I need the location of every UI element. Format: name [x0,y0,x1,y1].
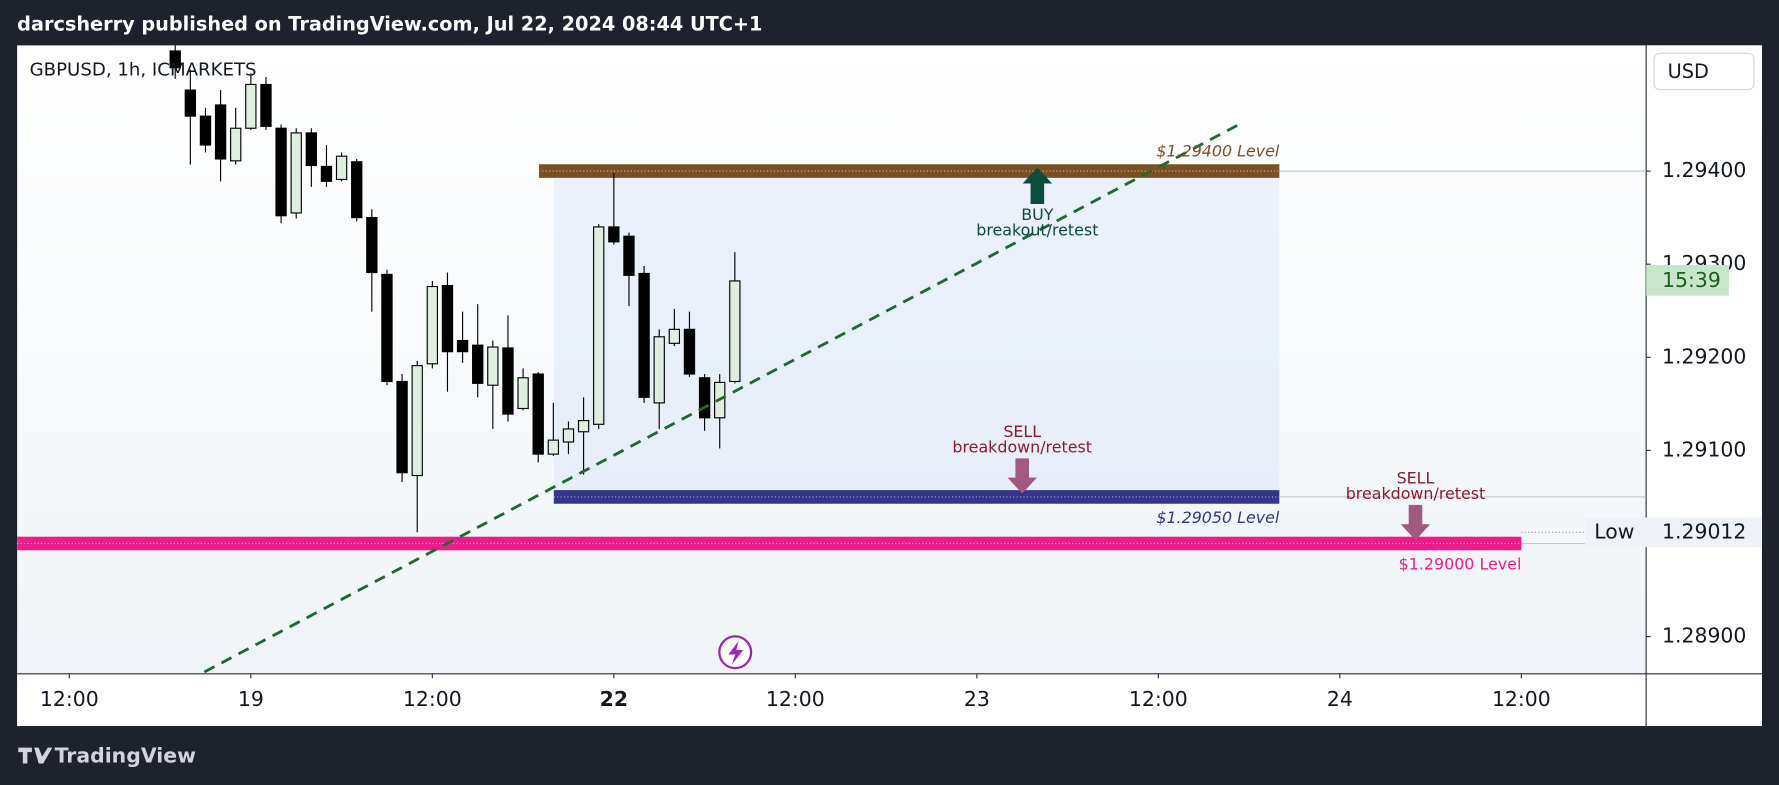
candle-body [623,235,635,276]
candle-body [532,373,544,455]
x-tick-label: 19 [238,687,264,711]
currency-button[interactable] [1653,52,1755,91]
symbol-label: GBPUSD, 1h, ICMARKETS [30,59,257,80]
candle-body [472,344,484,384]
candle-body [245,83,257,129]
range-shade [553,171,1280,497]
level-label: $1.29050 Level [1156,508,1280,527]
x-tick-label: 24 [1327,687,1353,711]
candle-body [351,161,363,219]
candle-body [199,115,212,146]
level-label: $1.29400 Level [1156,141,1280,160]
candle-body [441,285,454,353]
candle-body [396,380,408,474]
signal-text: SELL [1397,468,1435,487]
candle-body [577,420,590,433]
overlay: GBPUSD, 1h, ICMARKETS 1.28900 1.29100 1.292… [30,59,1762,711]
level-label: $1.29000 Level [1399,555,1522,574]
signal-text: BUY [1021,205,1054,224]
candle-body [547,439,560,455]
level-band [553,490,1280,504]
candle-body [169,50,181,69]
logo-mark [18,747,53,764]
level-band [538,164,1280,178]
low-label: Low [1594,519,1634,543]
candle-body [320,165,333,182]
candle-body [593,226,605,425]
candle-body [729,280,741,383]
lightning-glyph [728,640,744,665]
candle-body [411,365,423,477]
candle-body [230,127,242,162]
x-tick-label: 12:00 [40,687,99,711]
low-value: 1.29012 [1662,519,1746,543]
price-scale [1646,45,1762,727]
candle-body [275,127,287,217]
candle-body [608,226,620,243]
currency-label: USD [1668,60,1709,83]
candle-body [305,132,318,167]
time-scale [17,673,1762,727]
y-tick-label: 1.29400 [1662,158,1746,182]
candle-body [502,347,514,415]
countdown-badge [1646,265,1729,296]
x-tick-label: 22 [600,687,628,711]
x-tick-label: 12:00 [403,687,462,711]
buy-arrow [1022,167,1053,204]
y-tick-label: 1.29100 [1662,437,1746,461]
candle-body [260,83,272,127]
countdown-label: 15:39 [1662,268,1721,292]
low-badge [1584,517,1762,548]
signal-text: breakdown/retest [952,438,1092,457]
candle-body [290,132,302,214]
candle-body [426,285,439,365]
x-tick-label: 23 [964,687,990,711]
candle-body [698,377,711,419]
signal-text: breakout/retest [976,221,1098,240]
candle-body [517,377,529,410]
candle-body [683,328,696,375]
candle-body [562,428,575,443]
candle-body [653,336,665,404]
trendline [203,123,1240,674]
candle-body [381,273,393,383]
candle-body [366,217,378,274]
x-tick-label: 12:00 [766,687,825,711]
x-tick-label: 12:00 [1129,687,1188,711]
sell-arrow [1400,504,1431,541]
x-tick-label: 12:00 [1492,687,1551,711]
y-tick-label: 1.28900 [1662,624,1746,648]
candle-body [638,272,650,398]
candle-body [184,89,197,117]
logo-text: TradingView [55,744,197,768]
candle-body [335,155,348,181]
publish-header: darcsherry published on TradingView.com,… [17,12,762,35]
candle-body [487,346,499,386]
sell-arrow [1007,458,1037,494]
plot-area [17,45,1647,674]
candle-body [214,104,227,160]
signal-text: SELL [1003,422,1041,441]
candle-body [456,339,469,353]
candle-body [668,328,681,344]
y-tick-label: 1.29200 [1662,344,1746,368]
signal-text: breakdown/retest [1346,484,1486,503]
